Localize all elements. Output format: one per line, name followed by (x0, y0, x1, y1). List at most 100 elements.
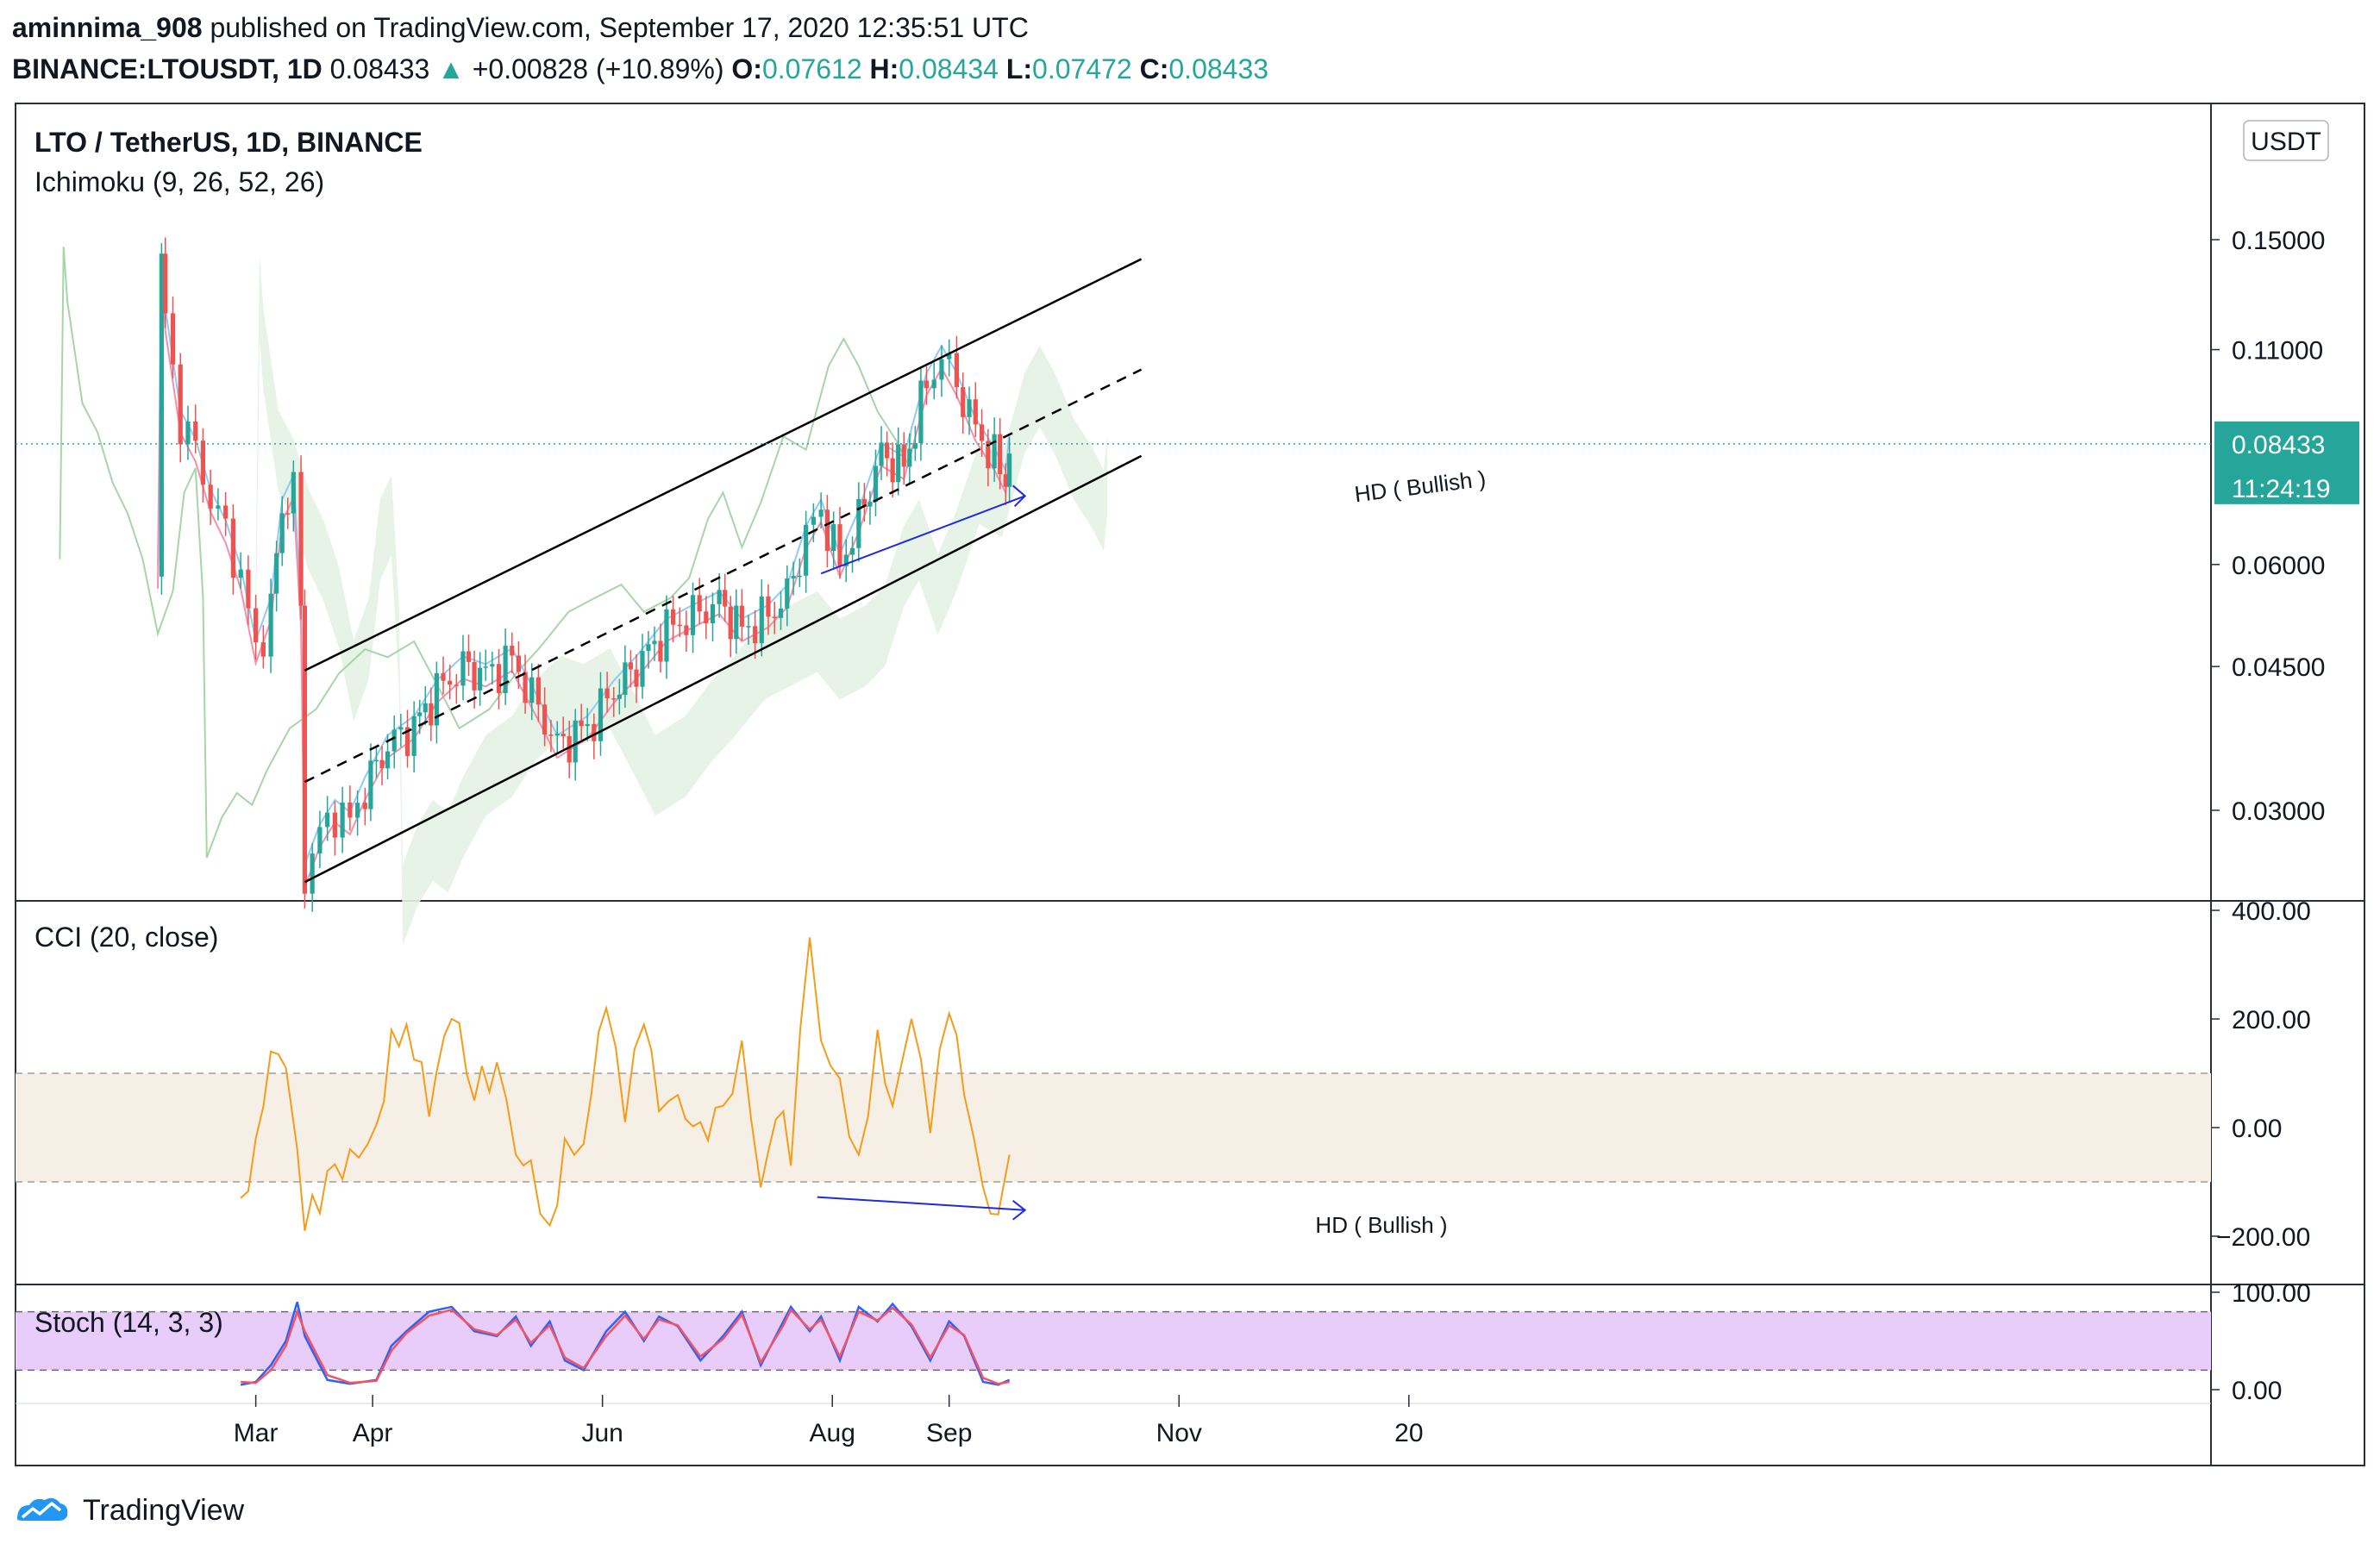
channel-upper-line (304, 258, 1143, 672)
candle-body (230, 518, 235, 578)
candle-body (254, 608, 259, 643)
change-up-arrow-icon: ▲ (437, 53, 465, 84)
candle-body (717, 590, 722, 604)
candle-body (986, 441, 991, 469)
candle-body (1003, 474, 1008, 487)
footer: TradingView (12, 1490, 244, 1531)
candle-body (404, 727, 410, 756)
cci-divergence-line (817, 1196, 1025, 1211)
candle-body (670, 609, 676, 625)
ichimoku-legend: Ichimoku (9, 26, 52, 26) (34, 166, 324, 197)
author-name[interactable]: aminnima_908 (12, 12, 203, 43)
candle-body (831, 524, 836, 552)
close-value: 0.08433 (1168, 53, 1269, 84)
candle-body (163, 253, 168, 314)
candle-body (811, 516, 816, 525)
candle-body (478, 667, 483, 691)
candle-body (646, 644, 651, 652)
candle-body (548, 734, 554, 736)
candle-body (238, 569, 243, 578)
candle-body (260, 642, 266, 657)
candle-body (592, 723, 597, 741)
candle-body (348, 802, 353, 818)
candle-body (472, 661, 477, 691)
candle-body (391, 729, 397, 752)
candle-body (973, 399, 978, 425)
high-label: H: (869, 53, 899, 84)
channel-lower-line (304, 454, 1143, 884)
candle-body (797, 575, 802, 578)
candle-body (529, 677, 535, 703)
candle-body (628, 662, 634, 670)
time-tick-label: Jun (581, 1419, 623, 1447)
candle-body (385, 751, 391, 769)
stoch-legend: Stoch (14, 3, 3) (34, 1307, 223, 1338)
candle-body (355, 803, 360, 818)
candle-body (690, 595, 696, 635)
ichimoku-lagging-span (59, 247, 912, 859)
candle-body (873, 466, 879, 503)
candle-body (778, 608, 784, 618)
candle-body (291, 472, 296, 514)
candle-body (759, 596, 764, 644)
candle-body (523, 672, 528, 703)
candle-body (843, 554, 849, 566)
candle-body (496, 664, 502, 694)
candle-body (310, 853, 315, 894)
candle-body (510, 646, 515, 656)
candle-body (723, 590, 728, 607)
candle-body (861, 498, 867, 507)
price-tick-label: 0.04500 (2232, 653, 2325, 682)
time-tick-label: Nov (1156, 1419, 1202, 1447)
candle-body (890, 458, 895, 483)
candle-body (340, 802, 345, 838)
candle-body (772, 616, 777, 618)
candle-body (684, 625, 689, 635)
candle-body (753, 626, 758, 644)
candle-body (664, 609, 669, 662)
candle-body (536, 677, 541, 705)
candle-body (579, 720, 584, 727)
ichimoku-conversion-line (157, 253, 1011, 866)
candle-body (652, 641, 657, 645)
candle-body (939, 359, 944, 380)
cci-legend: CCI (20, close) (34, 922, 218, 953)
low-label: L: (1005, 53, 1033, 84)
candle-body (434, 672, 439, 726)
tradingview-brand[interactable]: TradingView (83, 1493, 245, 1527)
candle-body (373, 759, 379, 762)
cci-line (240, 937, 1011, 1231)
candle-body (466, 651, 472, 662)
candle-body (604, 688, 610, 699)
currency-label: USDT (2251, 128, 2321, 156)
publish-line: aminnima_908 published on TradingView.co… (12, 7, 2340, 48)
candle-body (867, 502, 873, 507)
chart-header: aminnima_908 published on TradingView.co… (12, 7, 2340, 90)
tradingview-logo-icon[interactable] (12, 1493, 72, 1528)
candle-body (317, 827, 323, 854)
candle-body (728, 606, 733, 640)
price-change: +0.00828 (+10.89%) (472, 53, 724, 84)
candle-body (208, 484, 213, 509)
cci-tick-label: 200.00 (2232, 1006, 2311, 1034)
candle-body (325, 812, 330, 828)
candle-body (912, 442, 918, 449)
price-tick-label: 0.15000 (2232, 227, 2325, 255)
candle-body (542, 704, 548, 735)
candle-body (554, 734, 560, 736)
candle-body (298, 472, 304, 606)
candle-body (746, 626, 751, 628)
candle-body (896, 444, 901, 483)
price-tick-label: 0.03000 (2232, 797, 2325, 826)
candle-body (398, 727, 404, 730)
currency-box (2243, 120, 2329, 161)
countdown-label: 11:24:19 (2232, 475, 2331, 503)
candle-body (274, 553, 279, 594)
symbol-label: BINANCE:LTOUSDT, 1D (12, 53, 323, 84)
candle-body (561, 734, 566, 737)
candle-body (483, 666, 488, 668)
low-value: 0.07472 (1032, 53, 1132, 84)
cci-tick-label: 400.00 (2232, 897, 2311, 926)
ohlc-line: BINANCE:LTOUSDT, 1D 0.08433 ▲ +0.00828 (… (12, 48, 2340, 90)
